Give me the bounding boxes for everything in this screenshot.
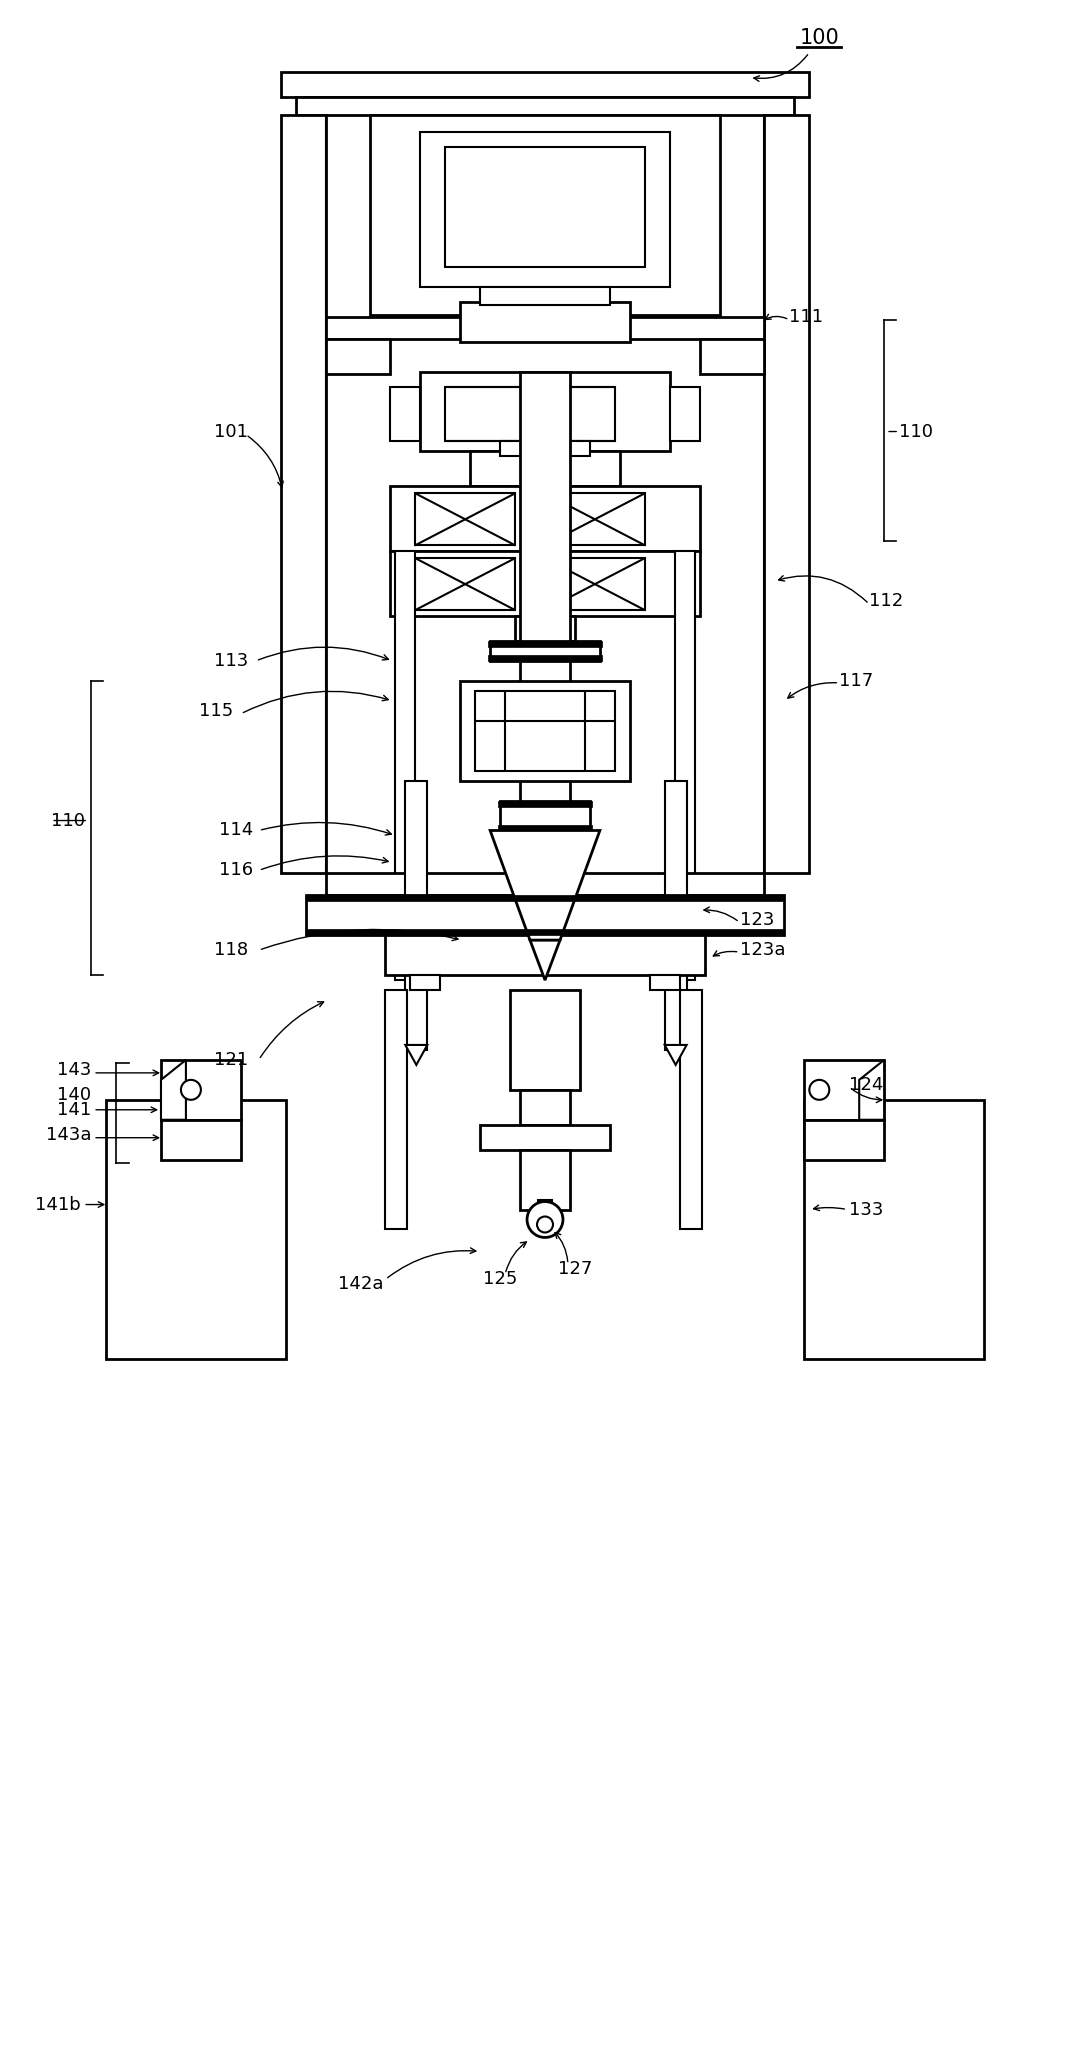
Text: 110: 110 bbox=[51, 811, 85, 829]
Text: 113: 113 bbox=[214, 653, 248, 669]
Text: 112: 112 bbox=[869, 591, 903, 610]
Bar bbox=[545, 558, 644, 610]
Bar bbox=[500, 801, 590, 831]
Circle shape bbox=[537, 1217, 553, 1232]
Bar bbox=[510, 990, 580, 1090]
Text: 116: 116 bbox=[218, 862, 253, 879]
Text: 142a: 142a bbox=[337, 1275, 383, 1293]
Bar bbox=[700, 339, 764, 374]
Bar bbox=[764, 115, 809, 873]
Bar bbox=[446, 386, 525, 441]
Text: 101: 101 bbox=[214, 423, 248, 441]
Bar bbox=[498, 825, 592, 831]
Bar bbox=[460, 302, 630, 341]
Polygon shape bbox=[161, 1059, 186, 1119]
Circle shape bbox=[809, 1080, 829, 1100]
Bar bbox=[515, 616, 574, 641]
Bar bbox=[488, 655, 602, 661]
Bar bbox=[460, 682, 630, 780]
Text: 140: 140 bbox=[57, 1086, 91, 1105]
Bar bbox=[415, 558, 515, 610]
Bar bbox=[385, 936, 704, 975]
Text: 141: 141 bbox=[57, 1100, 91, 1119]
Bar bbox=[415, 493, 515, 546]
Bar bbox=[391, 487, 700, 550]
Bar bbox=[306, 895, 784, 936]
Bar bbox=[535, 386, 615, 441]
Bar bbox=[475, 692, 615, 770]
Circle shape bbox=[181, 1080, 201, 1100]
Bar bbox=[391, 386, 420, 441]
Bar bbox=[306, 895, 784, 901]
Bar bbox=[281, 72, 809, 96]
Text: 124: 124 bbox=[850, 1076, 883, 1094]
Text: 110: 110 bbox=[899, 423, 933, 441]
Bar bbox=[488, 641, 602, 647]
Bar bbox=[675, 550, 695, 979]
Text: 123: 123 bbox=[739, 912, 774, 930]
Bar bbox=[446, 148, 644, 267]
Bar bbox=[306, 930, 784, 936]
Polygon shape bbox=[490, 831, 600, 940]
Bar bbox=[500, 441, 590, 456]
Bar bbox=[420, 131, 669, 287]
Bar bbox=[538, 1199, 551, 1219]
Text: 123a: 123a bbox=[739, 940, 785, 959]
Bar bbox=[545, 493, 644, 546]
Text: 133: 133 bbox=[850, 1201, 883, 1219]
Bar bbox=[370, 115, 720, 314]
Circle shape bbox=[527, 1201, 563, 1238]
Bar bbox=[805, 1059, 885, 1119]
Bar bbox=[325, 339, 391, 374]
Text: 111: 111 bbox=[790, 308, 823, 326]
Bar bbox=[296, 96, 794, 115]
Bar bbox=[805, 1100, 984, 1359]
Text: 117: 117 bbox=[840, 671, 874, 690]
Polygon shape bbox=[665, 1045, 687, 1066]
Bar bbox=[471, 452, 620, 487]
Polygon shape bbox=[405, 1045, 427, 1066]
Text: 100: 100 bbox=[799, 27, 839, 47]
Text: 114: 114 bbox=[218, 821, 253, 840]
Bar bbox=[665, 780, 687, 1049]
Bar bbox=[325, 873, 764, 895]
Bar bbox=[520, 372, 570, 870]
Bar bbox=[669, 386, 700, 441]
Text: 125: 125 bbox=[483, 1271, 518, 1289]
Polygon shape bbox=[859, 1059, 885, 1119]
Bar bbox=[480, 1125, 609, 1150]
Bar bbox=[281, 115, 325, 873]
Text: 118: 118 bbox=[214, 940, 248, 959]
Bar bbox=[520, 1090, 570, 1125]
Bar bbox=[411, 975, 440, 990]
Bar bbox=[498, 801, 592, 807]
Bar bbox=[490, 641, 600, 661]
Text: 141b: 141b bbox=[35, 1195, 81, 1213]
Bar bbox=[161, 1059, 240, 1119]
Bar bbox=[106, 1100, 286, 1359]
Text: 115: 115 bbox=[199, 702, 233, 721]
Bar bbox=[161, 1119, 240, 1160]
Polygon shape bbox=[530, 940, 560, 979]
Bar bbox=[385, 990, 407, 1230]
Bar bbox=[420, 372, 669, 452]
Bar bbox=[391, 550, 700, 616]
Bar bbox=[805, 1119, 885, 1160]
Text: 127: 127 bbox=[558, 1261, 592, 1279]
Bar bbox=[395, 550, 415, 979]
Bar bbox=[650, 975, 679, 990]
Bar bbox=[480, 287, 609, 304]
Text: 121: 121 bbox=[214, 1051, 248, 1070]
Text: 143: 143 bbox=[57, 1061, 91, 1080]
Text: 143a: 143a bbox=[46, 1125, 91, 1144]
Bar bbox=[405, 780, 427, 1049]
Bar bbox=[679, 990, 701, 1230]
Bar bbox=[325, 316, 764, 339]
Bar bbox=[520, 1150, 570, 1209]
